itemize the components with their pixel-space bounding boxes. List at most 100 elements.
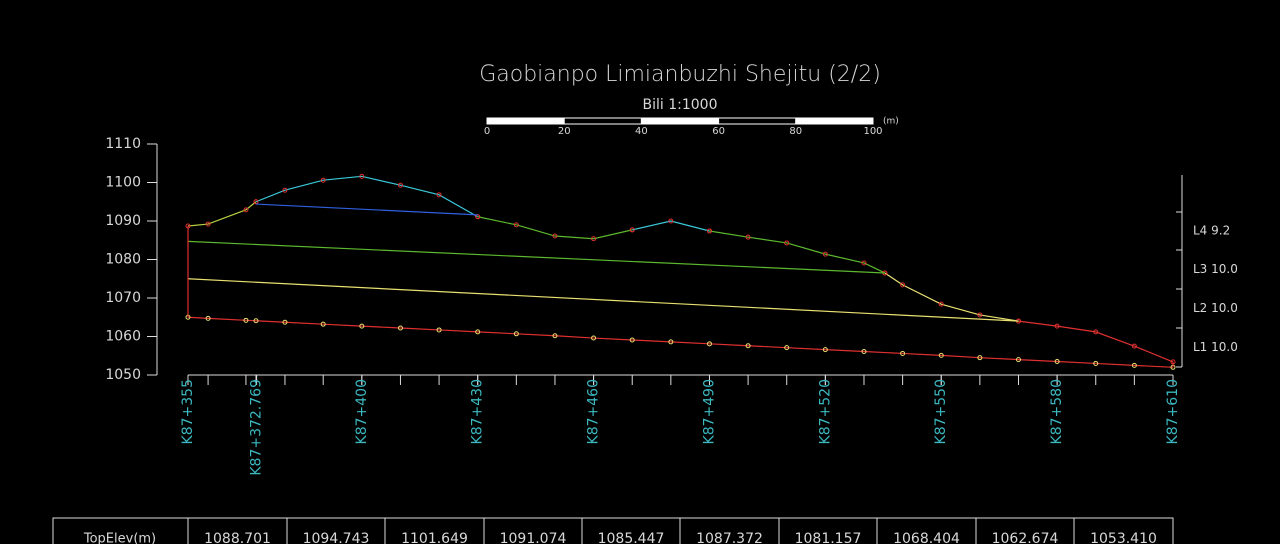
profile-point (706, 341, 712, 347)
profile-line (884, 272, 1019, 322)
profile-point (282, 319, 288, 325)
profile-line (255, 203, 478, 216)
scale-segment (718, 117, 797, 125)
profile-point (706, 228, 712, 234)
profile-point (1015, 357, 1021, 363)
profile-point (513, 331, 519, 337)
profile-point (1054, 359, 1060, 365)
y-tick-label: 1110 (105, 136, 141, 152)
profile-line (477, 216, 633, 240)
profile-point (1093, 329, 1099, 335)
profile-point (253, 199, 259, 205)
scale-segment (640, 117, 720, 125)
scale-unit: (m) (883, 117, 899, 127)
scale-tick-label: 0 (484, 126, 490, 137)
layer-label: L3 10.0 (1193, 262, 1238, 276)
y-tick-label: 1080 (105, 252, 141, 268)
chart-title: Gaobianpo Limianbuzhi Shejitu (2/2) (479, 62, 881, 87)
x-tick-label: K87+400 (354, 379, 370, 444)
profile-point (1131, 343, 1137, 349)
profile-point (205, 315, 211, 321)
x-tick-label: K87+490 (701, 379, 717, 444)
layer-label: L2 10.0 (1193, 301, 1238, 315)
table-cell: 1091.074 (500, 531, 567, 544)
profile-point (591, 335, 597, 341)
profile-point (938, 352, 944, 358)
profile-point (668, 218, 674, 224)
profile-point (397, 325, 403, 331)
scale-segment (486, 117, 565, 125)
profile-point (629, 227, 635, 233)
profile-point (784, 345, 790, 351)
profile-point (745, 234, 751, 240)
scale-segment (563, 117, 642, 125)
y-tick-label: 1070 (105, 290, 141, 306)
profile-point (745, 343, 751, 349)
profile-point (205, 221, 211, 227)
profile-point (1054, 323, 1060, 329)
profile-line (709, 230, 886, 274)
profile-point (320, 177, 326, 183)
profile-point (243, 207, 249, 213)
layer-label: L4 9.2 (1193, 224, 1230, 238)
scale-tick-label: 20 (558, 126, 571, 137)
profile-point (282, 187, 288, 193)
scale-tick-label: 60 (712, 126, 725, 137)
profile-point (436, 192, 442, 198)
profile-point (397, 182, 403, 188)
profile-line (187, 201, 257, 227)
profile-point (436, 327, 442, 333)
x-tick-label: K87+550 (933, 379, 949, 444)
profile-point (359, 173, 365, 179)
profile-point (513, 222, 519, 228)
profile-point (629, 337, 635, 343)
table-cell: 1053.410 (1090, 531, 1157, 544)
profile-point (861, 260, 867, 266)
x-tick-label: K87+372.769 (249, 379, 265, 476)
table-cell: 1087.372 (696, 531, 763, 544)
profile-point (253, 318, 259, 324)
profile-point (552, 233, 558, 239)
table-cell: 1094.743 (303, 531, 370, 544)
scale-label: Bili 1:1000 (643, 97, 718, 113)
y-tick-label: 1090 (105, 213, 141, 229)
profile-point (475, 329, 481, 335)
x-tick-label: K87+610 (1165, 379, 1181, 444)
profile-point (938, 301, 944, 307)
profile-point (977, 312, 983, 318)
table-cell: 1085.447 (598, 531, 665, 544)
table-header: TopElev(m) (83, 532, 156, 544)
x-tick-label: K87+355 (180, 379, 196, 444)
profile-point (359, 323, 365, 329)
profile-point (977, 355, 983, 361)
scale-tick-label: 100 (863, 126, 882, 137)
profile-point (900, 350, 906, 356)
table-frame (52, 517, 1174, 544)
profile-line (187, 278, 1019, 322)
y-tick-label: 1050 (105, 367, 141, 383)
scale-tick-label: 40 (635, 126, 648, 137)
profile-line (255, 175, 479, 218)
x-tick-label: K87+460 (586, 379, 602, 444)
table-cell: 1068.404 (893, 531, 960, 544)
scale-segment (795, 117, 874, 125)
table-cell: 1101.649 (401, 531, 468, 544)
profile-point (243, 317, 249, 323)
y-tick-label: 1100 (105, 175, 141, 191)
profile-line (632, 220, 710, 232)
profile-point (320, 321, 326, 327)
profile-point (1131, 362, 1137, 368)
table-cell: 1062.674 (992, 531, 1059, 544)
profile-point (591, 236, 597, 242)
profile-point (900, 282, 906, 288)
table-cell: 1088.701 (204, 531, 271, 544)
x-tick-label: K87+430 (470, 379, 486, 444)
profile-point (861, 349, 867, 355)
profile-line (187, 240, 885, 274)
profile-point (784, 240, 790, 246)
profile-point (668, 339, 674, 345)
profile-point (822, 347, 828, 353)
profile-point (822, 251, 828, 257)
profile-point (1093, 360, 1099, 366)
